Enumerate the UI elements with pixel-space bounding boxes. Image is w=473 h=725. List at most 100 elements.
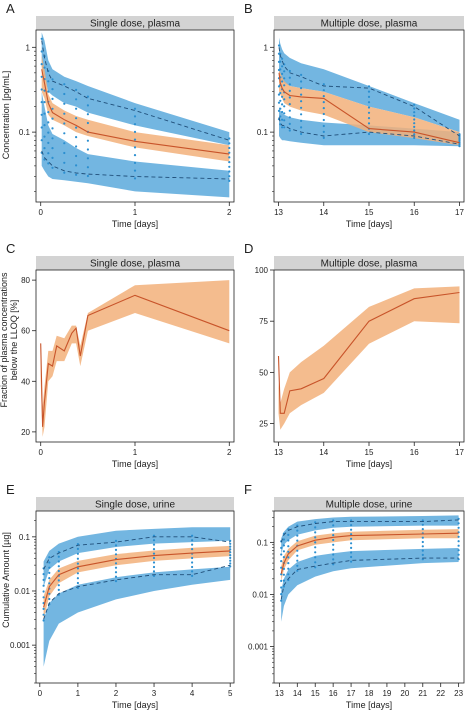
panel-a-obs-point xyxy=(63,151,66,155)
panel-b-ytick-label: 1 xyxy=(264,43,269,52)
panel-a-pi-low-band xyxy=(41,91,230,198)
panel-a-obs-point xyxy=(133,115,137,118)
panel-f-obs-point xyxy=(421,558,424,561)
panel-f-obs-point xyxy=(350,537,353,540)
panel-f-obs-point xyxy=(282,573,285,576)
panel-a-obs-point xyxy=(47,152,50,155)
panel-b-obs-point xyxy=(322,95,325,98)
panel-f-strip xyxy=(274,497,464,511)
panel-f-obs-point xyxy=(332,538,335,542)
panel-b-obs-point xyxy=(413,133,416,136)
panel-f-obs-point xyxy=(421,549,424,552)
panel-e-title: Single dose, urine xyxy=(95,500,175,511)
panel-e-obs-point xyxy=(42,584,45,587)
panel-f-obs-point xyxy=(296,569,299,572)
panel-a-obs-p95-line xyxy=(41,40,230,141)
panel-a-obs-point xyxy=(75,136,78,139)
panel-f-obs-point xyxy=(350,551,353,554)
panel-f-obs-point xyxy=(350,546,353,550)
panel-b-obs-point xyxy=(300,119,303,122)
panel-a-obs-point xyxy=(51,147,54,150)
panel-b-obs-point xyxy=(277,109,281,112)
panel-b-obs-point xyxy=(300,113,303,116)
panel-b-obs-point xyxy=(288,89,291,92)
panel-f-obs-point xyxy=(314,521,317,524)
panel-e-obs-point xyxy=(229,551,232,554)
panel-a-obs-point xyxy=(228,170,231,173)
ylabel-row1: Concentration [pg/mL] xyxy=(1,71,11,160)
panel-a-obs-point xyxy=(228,179,231,182)
panel-f-obs-point xyxy=(296,549,299,552)
panel-b-obs-point xyxy=(283,84,286,87)
panel-e-xtick-label: 3 xyxy=(152,689,157,698)
panel-b-obs-point xyxy=(300,100,303,103)
panel-f-plot xyxy=(280,515,460,622)
panel-a-obs-point xyxy=(228,137,231,140)
panel-f-xtick-label: 22 xyxy=(436,689,445,698)
panel-a-obs-p05-line xyxy=(41,150,230,180)
panel-f-obs-point xyxy=(282,585,285,588)
panel-a-xtick-label: 0 xyxy=(38,208,43,217)
panel-b-obs-point xyxy=(288,76,291,79)
panel-f-obs-point xyxy=(421,553,424,557)
panel-f-obs-point xyxy=(421,545,424,548)
panel-a-obs-point xyxy=(40,50,43,53)
panel-e-obs-point xyxy=(48,597,51,601)
panel-b-obs-point xyxy=(288,109,291,112)
panel-f-obs-point xyxy=(287,539,290,542)
panel-a-obs-point xyxy=(40,101,43,104)
panel-a-obs-point xyxy=(51,137,54,140)
panel-e-obs-point xyxy=(48,571,51,575)
panel-a-obs-point xyxy=(133,107,137,110)
panel-a-obs-point xyxy=(40,75,43,78)
panel-b-obs-point xyxy=(300,126,303,129)
panel-b-obs-point xyxy=(277,44,281,47)
panel-b-obs-point xyxy=(281,118,284,121)
panel-f-obs-point xyxy=(350,560,353,563)
panel-c-ytick-label: 60 xyxy=(21,327,30,336)
panel-b-obs-point xyxy=(367,95,371,98)
panel-a-obs-point xyxy=(63,83,66,86)
panel-b-xtick-label: 15 xyxy=(365,208,374,217)
panel-a-obs-point xyxy=(86,95,89,98)
panel-e-observations xyxy=(42,534,232,622)
panel-a-obs-point xyxy=(75,164,78,167)
panel-e-obs-point xyxy=(42,573,45,576)
panel-b-obs-point xyxy=(367,111,371,114)
panel-b-obs-point xyxy=(300,80,303,83)
panel-b-xtick-label: 14 xyxy=(319,208,328,217)
panel-f-pi-median-band xyxy=(281,529,459,582)
panel-e-obs-point xyxy=(76,567,79,570)
panel-b-obs-point xyxy=(367,90,371,93)
panel-letter-b: B xyxy=(244,1,253,16)
panel-letter-a: A xyxy=(6,1,15,16)
panel-b-obs-point xyxy=(279,60,282,63)
panel-a-obs-point xyxy=(51,156,54,159)
panel-b-obs-point xyxy=(281,103,284,106)
panel-b-obs-point xyxy=(322,130,325,133)
panel-e-obs-point xyxy=(42,590,45,593)
panel-e-obs-point xyxy=(152,539,156,542)
panel-b-obs-p05-line xyxy=(278,117,460,145)
panel-b-plot xyxy=(277,37,461,148)
panel-f-obs-point xyxy=(296,534,299,537)
panel-b-strip xyxy=(274,16,464,30)
panel-b-obs-point xyxy=(413,122,416,125)
panel-a-obs-point xyxy=(75,145,78,148)
panel-f-obs-point xyxy=(314,526,317,529)
panel-f-obs-point xyxy=(350,524,353,527)
panel-a-obs-point xyxy=(63,161,66,164)
panel-f-obs-point xyxy=(287,550,290,553)
panel-b-obs-point xyxy=(367,106,371,109)
panel-c-median-line xyxy=(40,294,230,427)
panel-a-ytick-label: 0.1 xyxy=(19,128,31,137)
panel-a-obs-point xyxy=(47,90,50,93)
panel-f-obs-point xyxy=(332,553,335,556)
panel-f-pi-low-band xyxy=(281,548,459,622)
panel-e-obs-point xyxy=(191,539,194,542)
panel-b-obs-point xyxy=(413,107,416,110)
panel-b-xtick-label: 13 xyxy=(274,208,283,217)
panel-d-ytick-label: 25 xyxy=(259,420,268,429)
panel-d-strip xyxy=(274,256,464,270)
panel-e-obs-point xyxy=(152,534,156,537)
